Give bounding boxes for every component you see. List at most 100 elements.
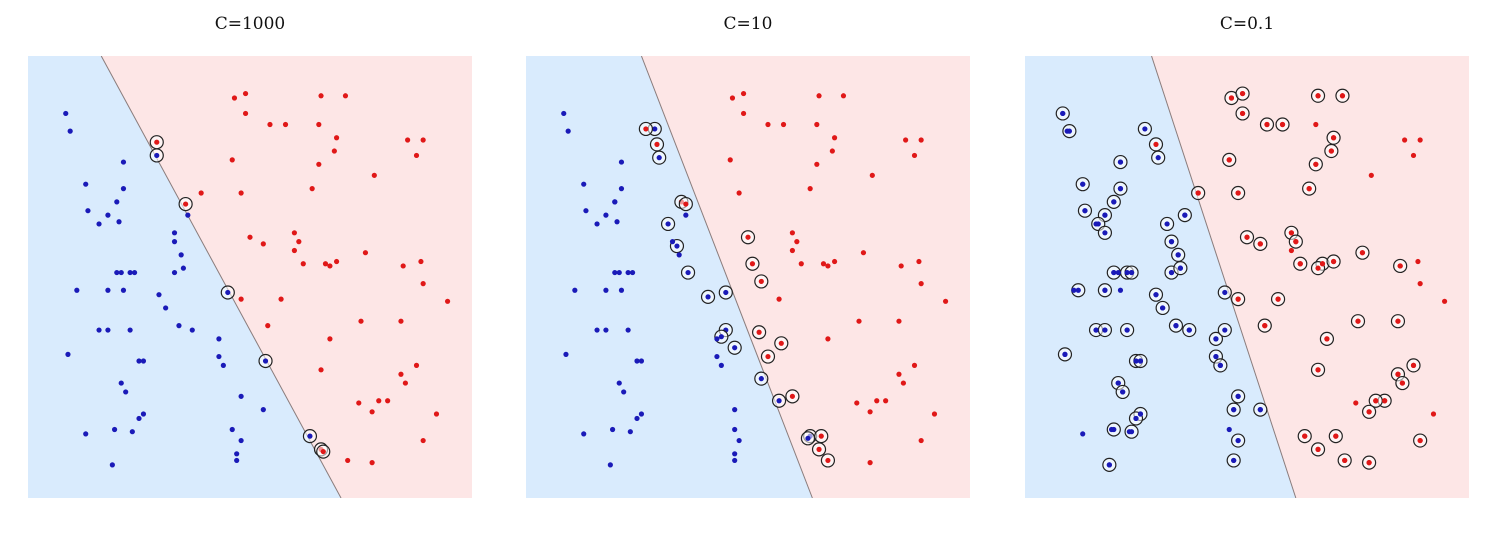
blue-point — [732, 407, 738, 413]
red-point — [942, 298, 949, 304]
red-point — [238, 296, 244, 302]
blue-support-point — [656, 155, 662, 161]
red-point — [900, 380, 906, 386]
blue-point — [625, 269, 631, 276]
blue-point — [732, 457, 738, 464]
blue-point — [561, 110, 567, 117]
red-point — [1330, 135, 1337, 141]
blue-point — [718, 362, 724, 368]
blue-point — [732, 451, 738, 457]
red-point — [420, 437, 426, 444]
red-point — [1415, 258, 1421, 265]
blue-point — [609, 426, 616, 433]
blue-support-point — [1102, 230, 1108, 236]
blue-point — [634, 415, 640, 422]
blue-point — [234, 457, 240, 464]
blue-point — [63, 110, 69, 117]
red-point — [327, 336, 333, 342]
red-point — [829, 148, 835, 154]
blue-point — [1108, 426, 1115, 433]
blue-point — [114, 269, 120, 276]
red-point — [729, 95, 736, 101]
red-point — [1235, 190, 1241, 196]
red-support-point — [749, 261, 756, 267]
blue-point — [612, 269, 618, 276]
blue-point — [683, 212, 689, 218]
red-point — [420, 281, 426, 287]
red-point — [867, 460, 873, 466]
blue-point — [180, 265, 186, 271]
red-point — [918, 137, 924, 143]
blue-point — [1213, 336, 1219, 342]
blue-point — [1213, 353, 1219, 360]
blue-point — [1080, 431, 1086, 437]
red-point — [840, 93, 847, 99]
blue-point — [156, 292, 162, 298]
blue-support-point — [718, 334, 724, 340]
blue-point — [85, 208, 91, 214]
blue-point — [618, 186, 625, 192]
red-point — [242, 90, 249, 97]
plot-area — [28, 56, 472, 498]
blue-region — [526, 56, 813, 498]
blue-point — [1093, 221, 1099, 227]
blue-point — [1124, 327, 1130, 333]
red-point — [1399, 380, 1405, 386]
red-point — [385, 398, 391, 404]
blue-point — [1064, 128, 1070, 134]
red-support-point — [758, 278, 764, 285]
red-point — [898, 263, 904, 269]
blue-point — [1160, 305, 1166, 311]
red-point — [229, 157, 235, 163]
red-point — [371, 172, 377, 178]
blue-point — [83, 181, 89, 187]
blue-point — [603, 327, 609, 333]
red-point — [331, 148, 337, 154]
red-point — [1315, 93, 1321, 99]
blue-point — [1082, 208, 1088, 214]
red-point — [918, 437, 924, 444]
blue-support-point — [154, 152, 160, 159]
blue-point — [581, 181, 587, 187]
blue-point — [1111, 199, 1117, 205]
svm-plot-c-1000 — [28, 56, 472, 498]
red-point — [825, 336, 831, 342]
red-support-point — [818, 433, 824, 439]
red-point — [316, 121, 322, 128]
red-point — [896, 318, 902, 324]
red-support-point — [765, 353, 771, 360]
blue-point — [603, 212, 609, 218]
red-point — [1382, 398, 1388, 404]
red-point — [740, 110, 747, 117]
red-point — [1306, 186, 1312, 192]
blue-point — [621, 389, 627, 395]
blue-support-point — [262, 358, 269, 364]
chart-title: C=0.1 — [1219, 14, 1275, 34]
red-point — [854, 400, 860, 406]
red-point — [1333, 433, 1339, 439]
blue-point — [120, 287, 127, 293]
red-point — [278, 296, 284, 302]
blue-point — [1117, 159, 1124, 165]
red-point — [1441, 298, 1448, 304]
blue-point — [178, 252, 184, 258]
red-point — [1279, 121, 1286, 128]
red-point — [794, 239, 800, 245]
red-point — [911, 362, 918, 368]
blue-region — [1025, 56, 1296, 498]
blue-support-point — [805, 435, 811, 441]
red-point — [444, 298, 451, 304]
red-region — [101, 56, 472, 498]
red-point — [1402, 137, 1408, 143]
blue-point — [1102, 287, 1108, 293]
red-point — [238, 190, 244, 196]
red-point — [1235, 296, 1241, 302]
red-point — [1264, 121, 1270, 128]
red-point — [1275, 296, 1281, 302]
red-point — [780, 121, 787, 128]
blue-point — [594, 327, 600, 333]
blue-point — [105, 287, 111, 293]
red-point — [1359, 250, 1366, 256]
red-point — [1313, 121, 1319, 128]
red-point — [1430, 411, 1437, 417]
